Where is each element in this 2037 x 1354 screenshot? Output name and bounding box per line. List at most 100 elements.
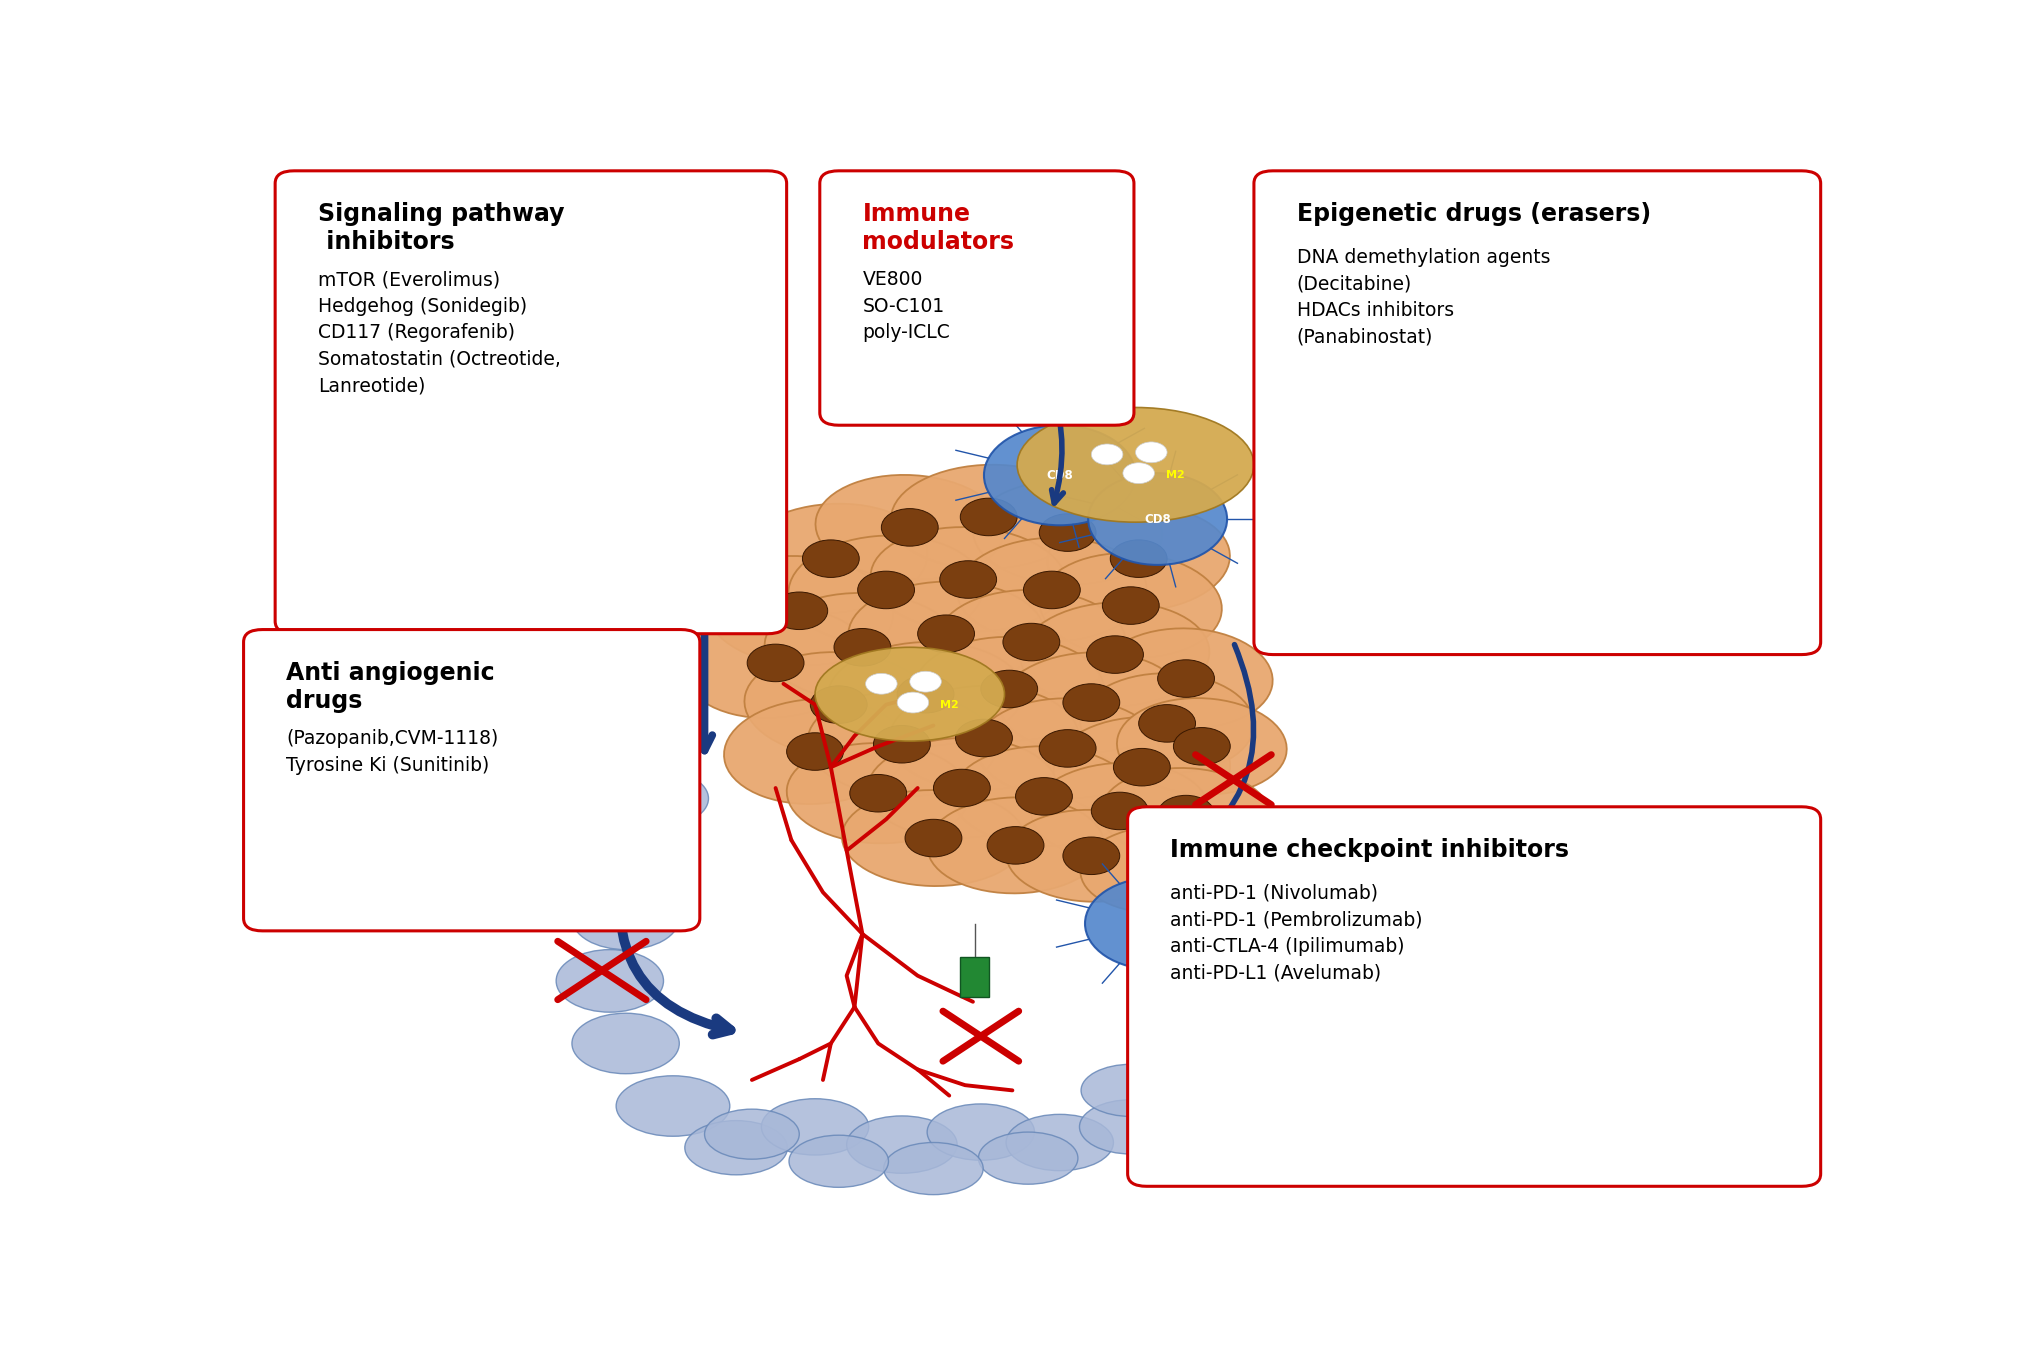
Ellipse shape: [744, 653, 933, 757]
Circle shape: [1039, 730, 1096, 768]
Circle shape: [1039, 513, 1096, 551]
Ellipse shape: [786, 743, 970, 844]
Bar: [959, 957, 988, 997]
Text: Anti angiogenic
drugs: Anti angiogenic drugs: [285, 661, 495, 712]
Ellipse shape: [915, 636, 1104, 741]
Ellipse shape: [841, 791, 1025, 886]
Circle shape: [882, 509, 939, 546]
Text: Immune checkpoint inhibitors: Immune checkpoint inhibitors: [1169, 838, 1568, 862]
Ellipse shape: [807, 692, 996, 796]
Circle shape: [959, 498, 1016, 536]
Circle shape: [917, 615, 974, 653]
FancyBboxPatch shape: [244, 630, 701, 930]
FancyBboxPatch shape: [275, 171, 786, 634]
Circle shape: [896, 692, 929, 714]
Ellipse shape: [1151, 1079, 1253, 1133]
Ellipse shape: [884, 1143, 984, 1194]
Circle shape: [1063, 684, 1120, 722]
Text: Signaling pathway
 inhibitors: Signaling pathway inhibitors: [318, 202, 564, 255]
Text: M2: M2: [1165, 470, 1183, 481]
Circle shape: [803, 540, 860, 577]
Ellipse shape: [927, 1104, 1035, 1160]
Ellipse shape: [1173, 1014, 1277, 1072]
Circle shape: [1023, 571, 1080, 609]
Circle shape: [1135, 850, 1192, 888]
Ellipse shape: [815, 647, 1004, 741]
Ellipse shape: [605, 770, 709, 827]
Ellipse shape: [762, 1098, 868, 1155]
Ellipse shape: [1192, 953, 1289, 1007]
Ellipse shape: [978, 1132, 1078, 1185]
Text: anti-PD-1 (Nivolumab)
anti-PD-1 (Pembrolizumab)
anti-CTLA-4 (Ipilimumab)
anti-PD: anti-PD-1 (Nivolumab) anti-PD-1 (Pembrol…: [1169, 884, 1422, 982]
Circle shape: [1173, 727, 1230, 765]
Circle shape: [1122, 463, 1155, 483]
Circle shape: [874, 726, 931, 764]
Ellipse shape: [788, 1135, 888, 1187]
Circle shape: [896, 676, 953, 714]
Circle shape: [1157, 795, 1214, 833]
FancyBboxPatch shape: [1128, 807, 1821, 1186]
FancyBboxPatch shape: [819, 171, 1135, 425]
Circle shape: [1086, 877, 1224, 969]
Ellipse shape: [815, 475, 1004, 580]
Text: CD8: CD8: [1141, 917, 1167, 930]
Circle shape: [833, 628, 890, 666]
Ellipse shape: [953, 746, 1135, 846]
Ellipse shape: [1080, 826, 1245, 913]
Ellipse shape: [847, 582, 1043, 686]
Ellipse shape: [1116, 699, 1287, 795]
Ellipse shape: [1031, 762, 1208, 860]
Ellipse shape: [1039, 552, 1222, 658]
Ellipse shape: [788, 535, 984, 645]
Ellipse shape: [827, 642, 1023, 746]
Ellipse shape: [870, 527, 1065, 632]
Ellipse shape: [1000, 653, 1183, 753]
Circle shape: [1016, 777, 1071, 815]
Ellipse shape: [615, 1076, 729, 1136]
Ellipse shape: [974, 481, 1163, 585]
Ellipse shape: [1016, 408, 1255, 523]
Text: CD8: CD8: [1145, 513, 1171, 525]
Circle shape: [982, 670, 1037, 708]
Ellipse shape: [556, 949, 664, 1013]
Ellipse shape: [1100, 628, 1273, 728]
Ellipse shape: [937, 590, 1126, 695]
Circle shape: [933, 769, 990, 807]
Ellipse shape: [684, 1121, 788, 1175]
Circle shape: [1139, 704, 1196, 742]
Ellipse shape: [705, 556, 892, 666]
Circle shape: [1102, 586, 1159, 624]
Ellipse shape: [1006, 810, 1177, 902]
Text: CD8: CD8: [1047, 468, 1073, 482]
Circle shape: [1110, 540, 1167, 577]
Ellipse shape: [705, 1109, 799, 1159]
Ellipse shape: [764, 593, 959, 701]
Text: DNA demethylation agents
(Decitabine)
HDACs inhibitors
(Panabinostat): DNA demethylation agents (Decitabine) HD…: [1298, 248, 1550, 347]
Circle shape: [1114, 749, 1169, 785]
Ellipse shape: [1080, 673, 1255, 773]
Ellipse shape: [890, 686, 1080, 791]
Text: M2: M2: [939, 700, 959, 709]
Circle shape: [984, 425, 1135, 525]
Circle shape: [988, 826, 1043, 864]
Ellipse shape: [591, 826, 693, 886]
Circle shape: [811, 686, 868, 723]
Ellipse shape: [868, 738, 1057, 838]
Circle shape: [1088, 473, 1226, 565]
Ellipse shape: [1006, 1114, 1114, 1171]
Ellipse shape: [1102, 768, 1271, 860]
Ellipse shape: [976, 699, 1159, 799]
Ellipse shape: [572, 887, 678, 949]
Circle shape: [858, 571, 915, 609]
Circle shape: [911, 672, 941, 692]
Ellipse shape: [572, 1013, 678, 1074]
FancyBboxPatch shape: [1255, 171, 1821, 654]
Circle shape: [1157, 659, 1214, 697]
Ellipse shape: [890, 464, 1086, 569]
Circle shape: [748, 645, 805, 681]
Ellipse shape: [733, 504, 927, 613]
FancyArrowPatch shape: [697, 619, 713, 750]
Circle shape: [904, 819, 961, 857]
Circle shape: [866, 673, 896, 695]
Text: Epigenetic drugs (erasers): Epigenetic drugs (erasers): [1298, 202, 1650, 226]
